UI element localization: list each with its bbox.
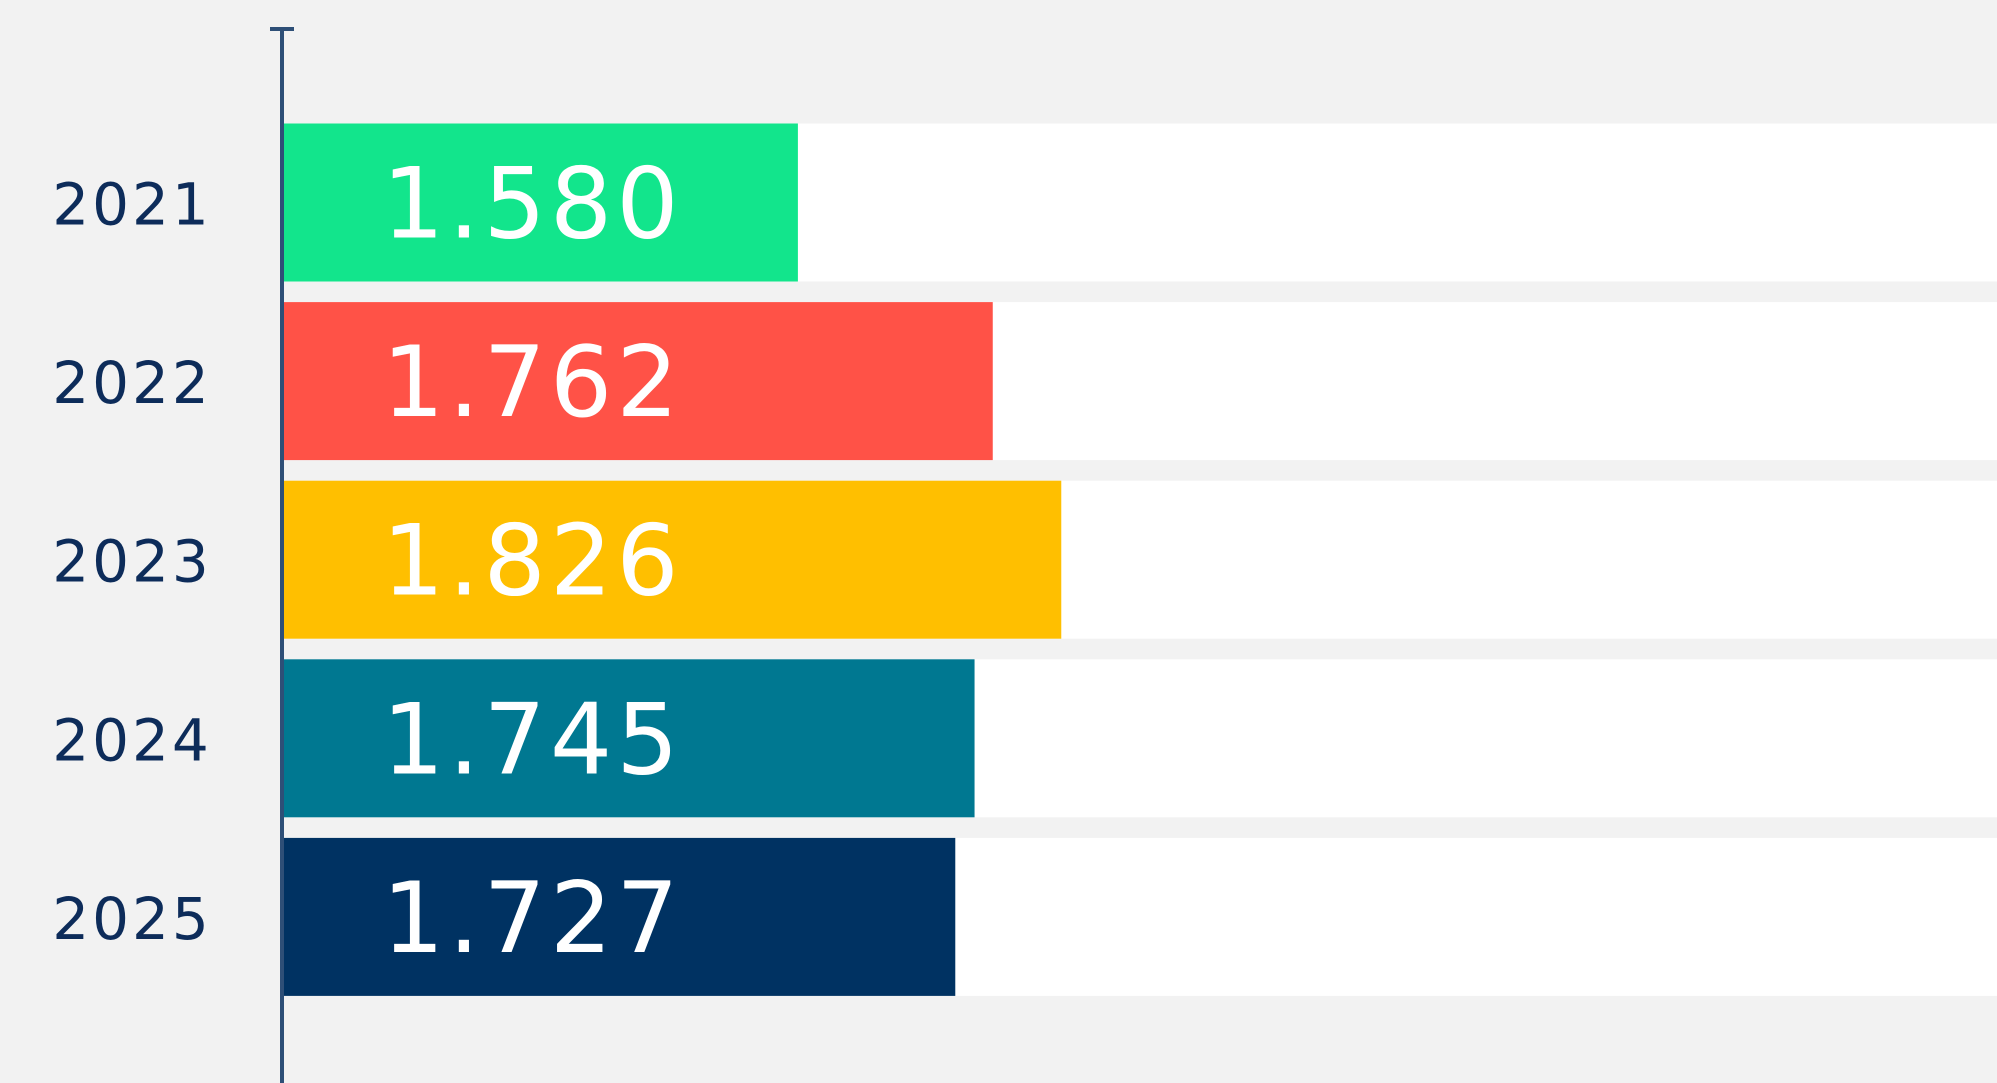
value-label: 1.826 <box>382 505 683 619</box>
category-label: 2025 <box>52 885 212 953</box>
category-label: 2023 <box>52 528 212 596</box>
value-label: 1.727 <box>382 862 683 976</box>
bar <box>284 659 975 818</box>
category-label: 2024 <box>52 706 212 774</box>
value-label: 1.762 <box>382 326 683 440</box>
bar <box>284 123 798 282</box>
value-label: 1.745 <box>382 683 683 797</box>
bars: 1.580 1.762 1.826 1.745 1.727 <box>284 123 1062 996</box>
category-label: 2021 <box>52 171 212 239</box>
bar <box>284 480 1062 639</box>
category-label: 2022 <box>52 349 212 417</box>
bar <box>284 837 956 996</box>
value-label: 1.580 <box>382 148 683 262</box>
bar <box>284 302 993 461</box>
